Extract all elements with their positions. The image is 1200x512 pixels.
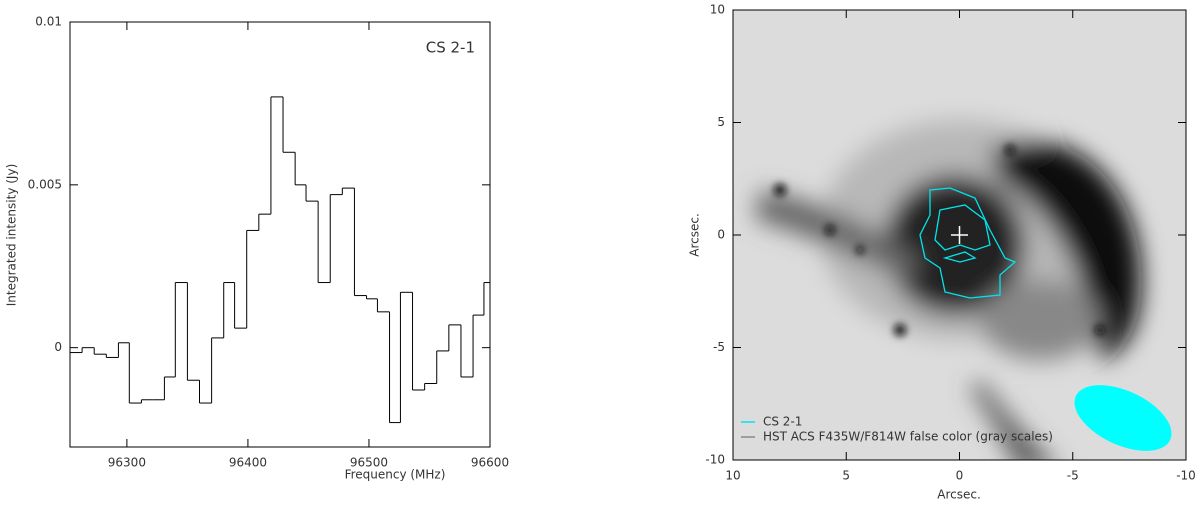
x-tick-label: -10: [1176, 469, 1196, 483]
contour: [934, 204, 991, 251]
legend-label: CS 2-1: [763, 415, 802, 429]
y-tick-label: 5: [717, 115, 725, 129]
spectrum: [70, 96, 490, 424]
x-tick-label: 96300: [108, 456, 146, 470]
y-axis-label: Arcsec.: [688, 213, 702, 257]
beam: [1074, 385, 1172, 451]
contour: [942, 251, 977, 263]
y-tick-label: 0.01: [35, 15, 62, 29]
y-tick-label: 0.005: [28, 177, 62, 191]
x-tick-label: 5: [842, 469, 850, 483]
y-tick-label: 0: [717, 228, 725, 242]
x-tick-label: -5: [1067, 469, 1079, 483]
plot-frame: [69, 21, 491, 448]
x-tick-label: 10: [725, 469, 740, 483]
y-tick-label: -5: [713, 340, 725, 354]
center-cross: [951, 226, 968, 244]
y-tick-label: -10: [705, 453, 725, 467]
x-axis-label: Frequency (MHz): [345, 468, 446, 482]
chart-title: CS 2-1: [426, 39, 475, 57]
x-tick-label: 0: [956, 469, 964, 483]
y-tick-label: 0: [54, 340, 62, 354]
x-tick-label: 96600: [471, 456, 509, 470]
x-tick-label: 96500: [350, 456, 388, 470]
legend-label: HST ACS F435W/F814W false color (gray sc…: [763, 430, 1053, 444]
x-tick-label: 96400: [229, 456, 267, 470]
contour: [919, 187, 1017, 299]
x-axis-label: Arcsec.: [937, 488, 981, 502]
y-tick-label: 10: [710, 3, 725, 17]
y-axis-label: Integrated intensity (Jy): [5, 164, 19, 307]
